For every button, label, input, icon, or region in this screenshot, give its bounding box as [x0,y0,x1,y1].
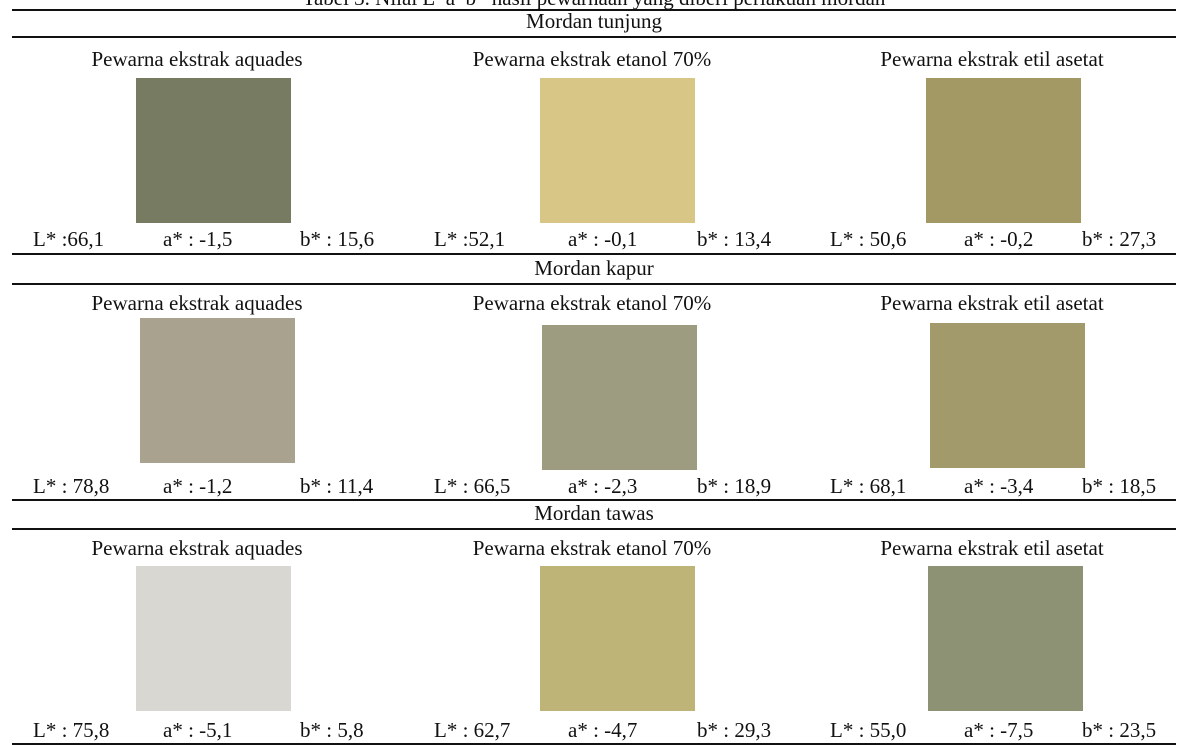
b-value: b* : 5,8 [300,718,364,742]
a-value: a* : -7,5 [964,718,1034,742]
section-rule [12,283,1176,285]
mordan-title: Mordan kapur [534,256,654,280]
column-title: Pewarna ekstrak aquades [91,536,303,560]
b-value: b* : 13,4 [697,227,772,251]
a-value: a* : -0,2 [964,227,1034,251]
b-value: b* : 29,3 [697,718,772,742]
fabric-swatch [928,566,1083,711]
b-value: b* : 18,9 [697,474,772,498]
l-value: L* : 66,5 [434,474,511,498]
section-rule [12,528,1176,530]
table-caption: Tabel 3. Nilai L*a*b* hasil pewarnaan ya… [0,0,1188,9]
mordan-title: Mordan tawas [534,501,654,525]
fabric-swatch [926,78,1081,223]
fabric-swatch [542,325,697,470]
table-bottom-rule [12,743,1176,745]
b-value: b* : 23,5 [1082,718,1157,742]
section-rule [12,36,1176,38]
column-title: Pewarna ekstrak etanol 70% [472,536,712,560]
l-value: L* : 68,1 [830,474,907,498]
section-rule [12,499,1176,501]
b-value: b* : 27,3 [1082,227,1157,251]
fabric-swatch [540,566,695,711]
l-value: L* :66,1 [33,227,105,251]
column-title: Pewarna ekstrak etil asetat [880,291,1104,315]
b-value: b* : 15,6 [300,227,375,251]
l-value: L* :52,1 [434,227,506,251]
fabric-swatch [136,78,291,223]
l-value: L* : 50,6 [830,227,907,251]
a-value: a* : -2,3 [568,474,638,498]
a-value: a* : -1,2 [163,474,233,498]
fabric-swatch [140,318,295,463]
a-value: a* : -4,7 [568,718,638,742]
fabric-swatch [930,323,1085,468]
section-rule [12,253,1176,255]
a-value: a* : -1,5 [163,227,233,251]
a-value: a* : -5,1 [163,718,233,742]
fabric-swatch [136,566,291,711]
column-title: Pewarna ekstrak aquades [91,291,303,315]
mordan-title: Mordan tunjung [526,9,662,33]
l-value: L* : 55,0 [830,718,907,742]
column-title: Pewarna ekstrak etil asetat [880,47,1104,71]
column-title: Pewarna ekstrak etanol 70% [472,47,712,71]
l-value: L* : 78,8 [33,474,110,498]
l-value: L* : 75,8 [33,718,110,742]
l-value: L* : 62,7 [434,718,511,742]
column-title: Pewarna ekstrak etil asetat [880,536,1104,560]
column-title: Pewarna ekstrak aquades [91,47,303,71]
a-value: a* : -0,1 [568,227,638,251]
column-title: Pewarna ekstrak etanol 70% [472,291,712,315]
b-value: b* : 18,5 [1082,474,1157,498]
table-top-rule [12,9,1176,11]
b-value: b* : 11,4 [300,474,374,498]
a-value: a* : -3,4 [964,474,1034,498]
fabric-swatch [540,78,695,223]
